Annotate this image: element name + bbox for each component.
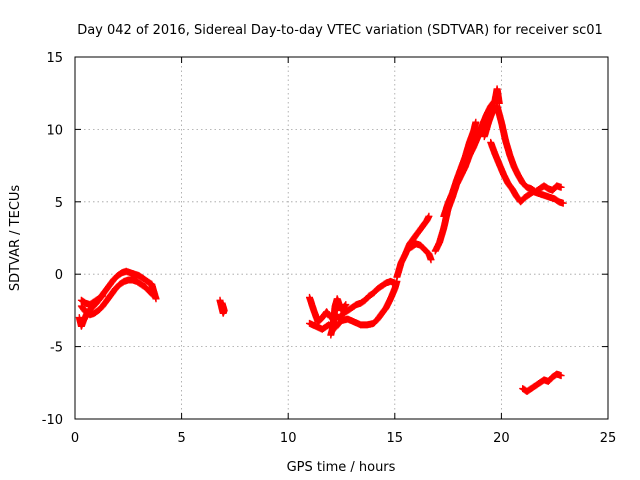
y-tick-labels: -10 -5 0 5 10 15 bbox=[42, 51, 63, 428]
y-tick-label: -10 bbox=[42, 413, 63, 428]
y-axis-label: SDTVAR / TECUs bbox=[8, 185, 23, 292]
data-point-track bbox=[487, 138, 567, 207]
data-point-track bbox=[77, 292, 107, 309]
data-point-track bbox=[327, 295, 350, 339]
x-tick-label: 20 bbox=[493, 431, 510, 446]
x-tick-label: 15 bbox=[387, 431, 404, 446]
y-tick-label: 5 bbox=[55, 196, 63, 211]
series-sc01 bbox=[75, 85, 567, 395]
axis-ticks bbox=[74, 56, 609, 420]
y-tick-label: 0 bbox=[55, 268, 63, 283]
data-point-track bbox=[306, 277, 399, 326]
data-point-track bbox=[440, 118, 480, 220]
data-point-track bbox=[77, 276, 158, 319]
x-axis-label: GPS time / hours bbox=[287, 460, 396, 475]
grid-lines bbox=[75, 57, 608, 419]
x-tick-label: 0 bbox=[71, 431, 79, 446]
data-point-track bbox=[519, 370, 565, 395]
data-point-track bbox=[404, 240, 435, 264]
data-point-track bbox=[480, 102, 565, 196]
x-tick-label: 10 bbox=[280, 431, 297, 446]
x-tick-label: 25 bbox=[600, 431, 617, 446]
data-point-track bbox=[216, 296, 228, 317]
plot-frame bbox=[74, 56, 609, 420]
y-tick-label: 10 bbox=[46, 123, 63, 138]
y-tick-label: 15 bbox=[46, 51, 63, 66]
data-point-track bbox=[75, 267, 160, 330]
x-tick-label: 5 bbox=[177, 431, 185, 446]
data-marks bbox=[75, 85, 567, 395]
y-tick-label: -5 bbox=[50, 341, 63, 356]
chart-title: Day 042 of 2016, Sidereal Day-to-day VTE… bbox=[77, 23, 603, 38]
x-tick-labels: 0 5 10 15 20 25 bbox=[71, 431, 616, 446]
